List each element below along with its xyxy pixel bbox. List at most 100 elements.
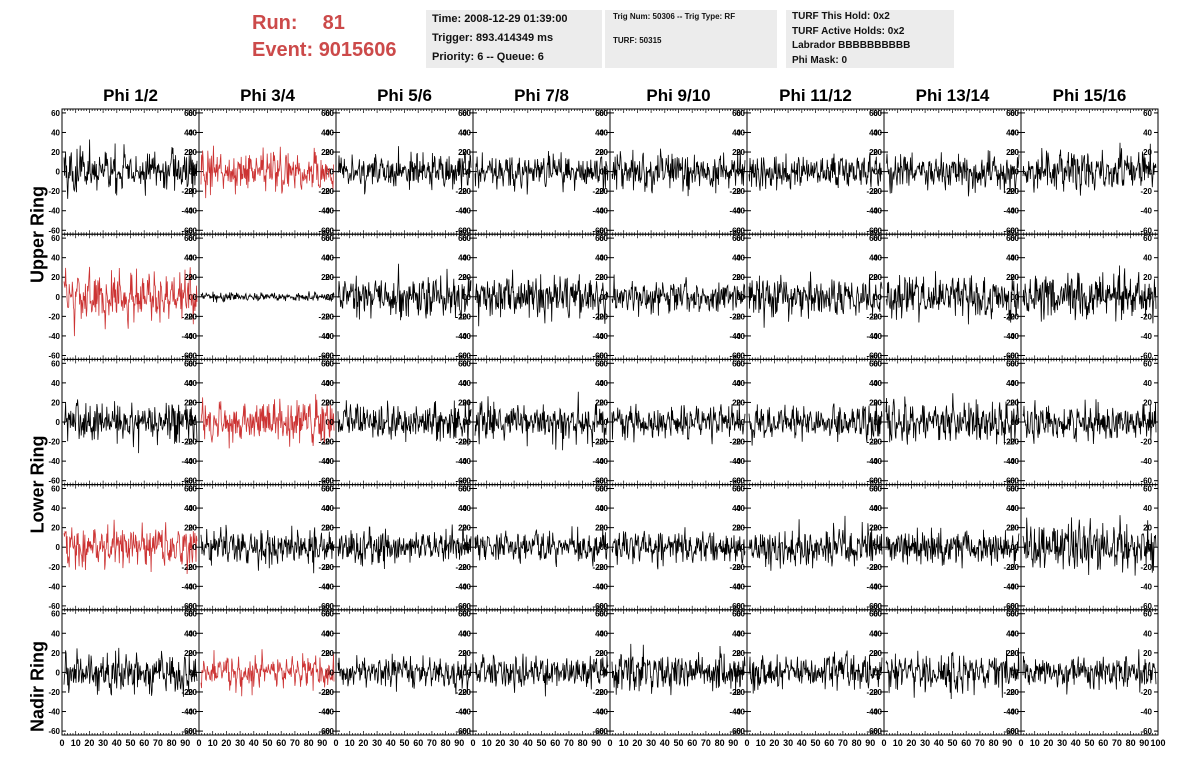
event-label: Event: [252, 39, 314, 61]
y-tick-label: -20 [1007, 438, 1019, 447]
y-tick-label-right: 60 [1006, 234, 1015, 243]
waveform-trace-r0-c2 [337, 146, 472, 195]
y-tick-label-right: 20 [458, 273, 467, 282]
y-tick-label-right: 60 [184, 109, 193, 118]
y-tick-label: -40 [322, 332, 334, 341]
y-tick-label-right: -20 [729, 438, 741, 447]
y-tick-label-right: 20 [321, 524, 330, 533]
y-tick-label-right: 40 [184, 379, 193, 388]
y-tick-label: 40 [188, 254, 197, 263]
y-tick-label: 20 [188, 148, 197, 157]
y-tick-label-right: 40 [869, 379, 878, 388]
y-tick-label: 60 [736, 359, 745, 368]
y-tick-label: -40 [322, 457, 334, 466]
y-tick-label-right: 0 [600, 543, 605, 552]
y-tick-label-right: 0 [874, 293, 879, 302]
y-tick-label-right: 20 [595, 273, 604, 282]
y-tick-label-right: -40 [866, 582, 878, 591]
y-tick-label: 0 [741, 293, 746, 302]
y-tick-label-right: -40 [455, 457, 467, 466]
y-tick-label-right: 40 [1143, 128, 1152, 137]
labrador-text: Labrador BBBBBBBBBB [792, 40, 911, 51]
y-tick-label-right: 40 [321, 128, 330, 137]
y-tick-label: -40 [185, 708, 197, 717]
y-tick-label-right: -40 [729, 332, 741, 341]
y-tick-label-right: 60 [184, 234, 193, 243]
waveform-trace-r3-c5 [748, 515, 883, 571]
y-tick-label: 40 [325, 504, 334, 513]
y-tick-label: 20 [325, 524, 334, 533]
y-tick-label: -20 [1007, 312, 1019, 321]
y-tick-label-right: -40 [866, 207, 878, 216]
waveform-trace-r1-c1 [200, 291, 335, 303]
y-tick-label: 20 [1010, 148, 1019, 157]
y-tick-label: -20 [596, 312, 608, 321]
y-tick-label: -20 [870, 312, 882, 321]
y-tick-label-right: 20 [458, 148, 467, 157]
y-tick-label-right: 20 [595, 398, 604, 407]
y-tick-label: 0 [1015, 293, 1020, 302]
waveform-trace-r2-c6 [885, 393, 1020, 445]
y-tick-label-right: 20 [458, 398, 467, 407]
y-tick-label-right: -40 [318, 332, 330, 341]
y-tick-label: -40 [733, 708, 745, 717]
waveform-trace-r2-c4 [611, 403, 746, 445]
y-tick-label-right: -60 [318, 602, 330, 611]
y-tick-label-right: -60 [592, 351, 604, 360]
y-tick-label-right: -40 [455, 207, 467, 216]
y-tick-label: 40 [873, 379, 882, 388]
turf-active-holds-text: TURF Active Holds: 0x2 [792, 25, 905, 37]
y-tick-label-right: -60 [866, 727, 878, 736]
y-tick-label: -40 [596, 332, 608, 341]
y-tick-label: 40 [599, 128, 608, 137]
y-tick-label: -60 [870, 602, 882, 611]
y-tick-label: -60 [185, 226, 197, 235]
y-tick-label-right: 0 [1148, 168, 1153, 177]
run-value: 81 [322, 12, 345, 34]
y-tick-label: -40 [185, 207, 197, 216]
y-tick-label-right: -60 [592, 602, 604, 611]
waveform-trace-r4-c0 [63, 647, 198, 697]
y-tick-label-right: 20 [595, 524, 604, 533]
y-tick-label: 20 [1010, 398, 1019, 407]
y-tick-label: -40 [596, 457, 608, 466]
y-tick-label-right: 20 [184, 398, 193, 407]
y-tick-label: 60 [51, 610, 60, 619]
column-label-phi-1-2: Phi 1/2 [103, 86, 158, 105]
panel-frame-r2-c0 [61, 358, 200, 486]
y-tick-label: -20 [870, 187, 882, 196]
y-tick-label: -40 [459, 582, 471, 591]
y-tick-label-right: 60 [869, 109, 878, 118]
column-label-phi-15-16: Phi 15/16 [1052, 86, 1127, 105]
y-tick-label: -40 [185, 332, 197, 341]
y-tick-label-right: -60 [729, 226, 741, 235]
waveform-trace-r1-c5 [748, 271, 883, 328]
y-tick-label: -60 [1007, 602, 1019, 611]
y-tick-label: 40 [325, 379, 334, 388]
y-tick-label-right: 20 [321, 273, 330, 282]
y-tick-label-right: -20 [866, 312, 878, 321]
y-tick-label-right: 20 [869, 273, 878, 282]
y-tick-label-right: -20 [592, 688, 604, 697]
y-tick-label-right: 20 [732, 398, 741, 407]
y-tick-label: 60 [325, 234, 334, 243]
column-label-phi-3-4: Phi 3/4 [240, 86, 295, 105]
y-tick-label: -40 [1007, 207, 1019, 216]
y-tick-label: -40 [870, 457, 882, 466]
y-tick-label: -60 [48, 351, 60, 360]
waveform-trace-r2-c7 [1022, 399, 1157, 445]
priority-text: Priority: 6 -- Queue: 6 [432, 51, 544, 63]
y-tick-label-right: -20 [866, 563, 878, 572]
y-tick-label: -60 [185, 477, 197, 486]
y-tick-label: 60 [462, 485, 471, 494]
y-tick-label: -40 [48, 457, 60, 466]
y-tick-label: -20 [596, 563, 608, 572]
y-tick-label: 60 [462, 109, 471, 118]
y-tick-label-right: 20 [869, 398, 878, 407]
y-tick-label: -20 [1007, 563, 1019, 572]
y-tick-label-right: 40 [595, 504, 604, 513]
y-tick-label-right: 40 [184, 128, 193, 137]
y-tick-label-right: 40 [869, 128, 878, 137]
y-tick-label-right: 20 [321, 148, 330, 157]
waveform-trace-r0-c3 [474, 150, 609, 195]
